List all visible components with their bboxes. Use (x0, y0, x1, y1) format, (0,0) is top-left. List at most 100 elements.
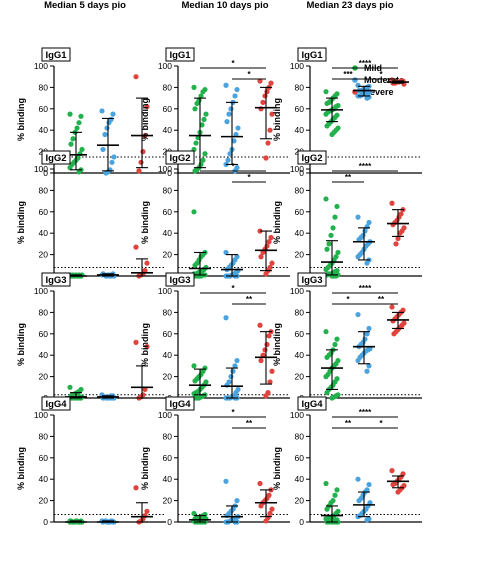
panel-igg3-col2-point-severe (269, 368, 275, 374)
panel-igg1-col3-tick-label-80: 80 (295, 82, 305, 92)
panel-igg2-col2-y-label: % binding (140, 201, 150, 244)
panel-igg4-col2-y-label: % binding (140, 447, 150, 490)
panel-igg3-col3-point-mild (324, 354, 330, 360)
panel-igg2-col3-tick-label-80: 80 (295, 185, 305, 195)
panel-igg2-col1-tick-label-40: 40 (39, 228, 49, 238)
panel-igg3-col2-point-moderate (223, 315, 229, 321)
panel-igg2-col3-point-mild (335, 249, 341, 256)
panel-igg1-col1-point-severe (144, 104, 150, 110)
panel-igg1-col2-point-mild (200, 157, 206, 163)
panel-igg1-col1-point-mild (74, 125, 80, 131)
panel-igg1-col2-tick-label-40: 40 (163, 125, 173, 135)
panel-igg3-col3-tick-label-20: 20 (295, 372, 305, 382)
panel-igg1-col2-point-mild (193, 140, 199, 146)
panel-igg1-col2-point-severe (260, 99, 266, 105)
panel-igg4-col1-label-box (41, 396, 71, 411)
panel-igg2-col1-tick-label-80: 80 (39, 185, 49, 195)
panel-igg2-col2-sig-label: * (247, 173, 251, 182)
panel-igg2-col3-label: IgG2 (301, 153, 322, 164)
panel-igg1-col3-point-mild (324, 123, 330, 129)
panel-igg3-col1-label-box (41, 272, 71, 287)
panel-igg3-col2-point-moderate (234, 357, 240, 364)
panel-igg2-col3-point-moderate (366, 219, 372, 226)
panel-igg4-col2-point-mild (191, 510, 197, 517)
panel-igg1-col3-point-moderate (355, 82, 361, 88)
panel-igg1-col1-point-mild (78, 113, 84, 119)
panel-igg1-col2-point-severe (262, 93, 268, 99)
panel-igg3-col1-tick-label-80: 80 (39, 307, 49, 317)
panel-igg4-col2-sig-label: ** (246, 419, 253, 428)
panel-igg3-col1-point-severe (144, 344, 150, 350)
panel-igg2-col1-tick-label-60: 60 (39, 207, 49, 217)
column-title-3: Median 23 days pio (306, 0, 393, 11)
panel-igg1-col2-tick-label-100: 100 (158, 61, 172, 71)
panel-igg4-col3-label-box (297, 396, 327, 411)
panel-igg2-col1-tick-label-100: 100 (34, 164, 48, 174)
panel-igg4-col1-label: IgG4 (45, 399, 67, 410)
panel-igg3-col3-tick-label-60: 60 (295, 329, 305, 339)
panel-igg1-col1-point-severe (140, 149, 146, 155)
panel-igg4-col2-point-severe (263, 518, 269, 524)
panel-igg1-col1-tick-label-100: 100 (34, 61, 48, 71)
panel-igg2-col3-point-mild (323, 196, 329, 202)
panel-igg2-col3-point-moderate (364, 260, 370, 266)
panel-igg2-col3-point-moderate (356, 237, 362, 243)
panel-igg3-col3-point-mild (334, 336, 340, 342)
panel-igg3-col3-point-mild (329, 395, 335, 401)
panel-igg3-col2-tick-label-100: 100 (158, 286, 172, 296)
panel-igg3-col1-point-severe (142, 386, 148, 393)
panel-igg3-col3-point-mild (324, 390, 330, 396)
panel-igg3-col1-point-severe (133, 339, 139, 345)
panel-igg1-col1-label-box (41, 47, 71, 62)
panel-igg3-col1-tick-label-20: 20 (39, 372, 49, 382)
column-title-1: Median 5 days pio (44, 0, 126, 11)
panel-igg4-col1-tick-label-100: 100 (34, 410, 48, 420)
panel-igg4-col3-sig-label: **** (359, 408, 372, 417)
panel-igg3-col1-tick-label-100: 100 (34, 286, 48, 296)
panel-igg2-col2-label: IgG2 (169, 153, 190, 164)
panel-igg3-col2-label: IgG3 (169, 275, 190, 286)
panel-igg3-col3-point-mild (323, 329, 329, 335)
panel-igg1-col2-sig-label: * (247, 70, 251, 79)
panel-igg3-col2-point-severe (267, 379, 273, 385)
panel-igg3-col2-point-mild (192, 378, 198, 384)
panel-igg3-col3-point-severe (389, 304, 395, 310)
panel-igg2-col2-point-moderate (223, 249, 229, 256)
panel-igg1-col3-point-moderate (364, 95, 370, 101)
panel-igg4-col2-tick-label-80: 80 (163, 431, 173, 441)
panel-igg4-col3-tick-label-100: 100 (290, 410, 304, 420)
panel-igg1-col1-tick-label-0: 0 (43, 168, 48, 178)
panel-igg3-col3-sig-label: * (346, 295, 350, 304)
panel-igg1-col3-point-mild (323, 111, 329, 117)
panel-igg3-col2-point-severe (263, 393, 269, 399)
panel-igg2-col1-label: IgG2 (45, 153, 66, 164)
panel-igg1-col1-label: IgG1 (45, 50, 67, 61)
panel-igg3-col3-point-severe (391, 331, 397, 337)
panel-igg2-col2-point-severe (260, 249, 266, 256)
panel-igg3-col2-point-severe (264, 341, 270, 348)
panel-igg1-col2-point-mild (192, 168, 198, 174)
panel-igg2-col3-point-mild (332, 214, 338, 220)
panel-igg2-col3-point-mild (326, 241, 332, 247)
panel-igg4-col3-tick-label-20: 20 (295, 496, 305, 506)
panel-igg4-col3-point-severe (390, 481, 396, 488)
panel-igg1-col1-point-mild (67, 111, 73, 117)
panel-igg2-col2-tick-label-20: 20 (163, 250, 173, 260)
panel-igg1-col1-point-moderate (104, 125, 110, 131)
panel-igg4-col2-label-box (165, 396, 195, 411)
panel-igg1-col1-point-mild (67, 165, 73, 171)
panel-igg2-col2-point-severe (263, 271, 269, 277)
panel-igg1-col2-point-mild (199, 122, 205, 128)
panel-igg1-col2-point-moderate (235, 125, 241, 131)
panel-igg1-col2-label-box (165, 47, 195, 62)
panel-igg2-col3-label-box (297, 150, 327, 165)
panel-igg2-col2-point-severe (269, 260, 275, 266)
panel-igg1-col2-point-severe (263, 155, 269, 161)
panel-igg1-col3-sig-label: **** (359, 59, 372, 68)
panel-igg4-col2-label: IgG4 (169, 399, 191, 410)
panel-igg3-col2-tick-label-80: 80 (163, 307, 173, 317)
panel-igg1-col2-point-moderate (231, 138, 237, 144)
panel-igg4-col1-tick-label-20: 20 (39, 496, 49, 506)
